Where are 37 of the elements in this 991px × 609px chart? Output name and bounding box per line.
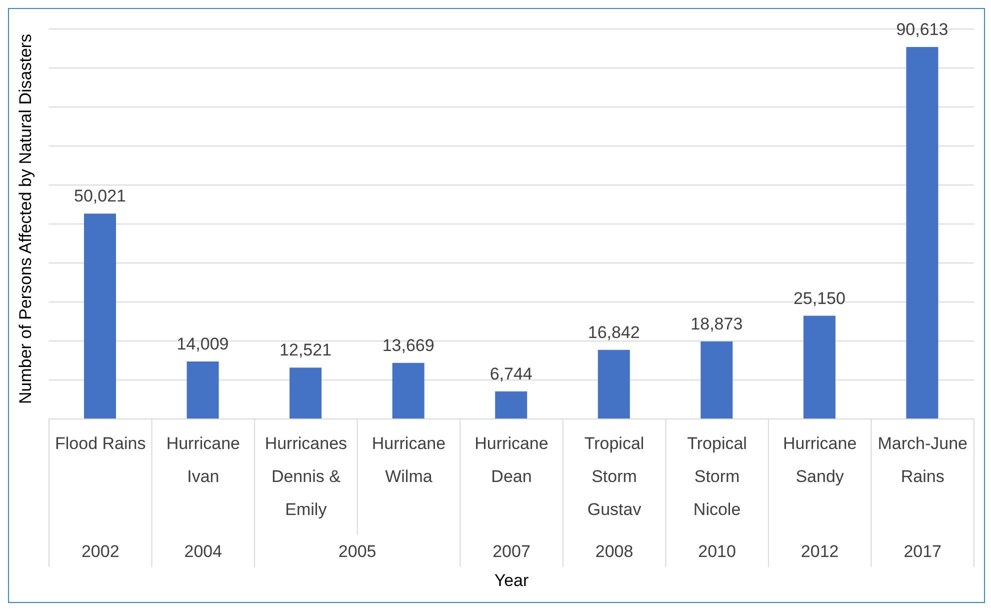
bar: [84, 214, 116, 419]
bar: [392, 362, 424, 419]
x-tick-label: Hurricanes Dennis & Emily: [264, 434, 348, 519]
bar: [803, 316, 836, 419]
bar: [598, 350, 630, 419]
x-tick-label: Hurricane Wilma: [372, 434, 446, 486]
text: 2017: [904, 542, 942, 561]
x-axis-title: Year: [493, 571, 530, 591]
data-label: 50,021: [74, 186, 126, 206]
bar: [290, 368, 322, 419]
data-label: 12,521: [280, 340, 332, 360]
x-tick-label: Hurricane Ivan: [166, 434, 240, 486]
bar: [495, 391, 528, 419]
x-tick-label: Tropical Storm Gustav: [584, 434, 644, 519]
data-label: 16,842: [588, 322, 640, 342]
text: 2012: [800, 542, 839, 561]
text: 2010: [698, 542, 736, 561]
data-label: 90,613: [896, 20, 948, 40]
data-label: 14,009: [176, 334, 229, 354]
x-tick-label: March-June Rains: [878, 434, 968, 486]
x-tick-label: Hurricane Sandy: [782, 434, 857, 486]
text: 2004: [184, 542, 222, 561]
x-tick-label: Tropical Storm Nicole: [687, 434, 747, 519]
data-label: 25,150: [793, 288, 846, 308]
text: 2002: [81, 542, 120, 561]
text: 2008: [595, 542, 634, 561]
x-tick-label: Flood Rains: [55, 434, 146, 453]
data-label: 13,669: [382, 336, 434, 355]
data-label: 6,744: [490, 364, 532, 384]
x-tick-label: Hurricane Dean: [474, 434, 548, 486]
text: 2005: [338, 542, 376, 561]
text: 2007: [492, 542, 530, 561]
data-label: 18,873: [690, 314, 743, 334]
bar: [700, 342, 733, 419]
bar: [906, 47, 938, 419]
bar: [186, 361, 219, 419]
y-axis-title: Number of Persons Affected by Natural Disasters: [16, 34, 36, 404]
